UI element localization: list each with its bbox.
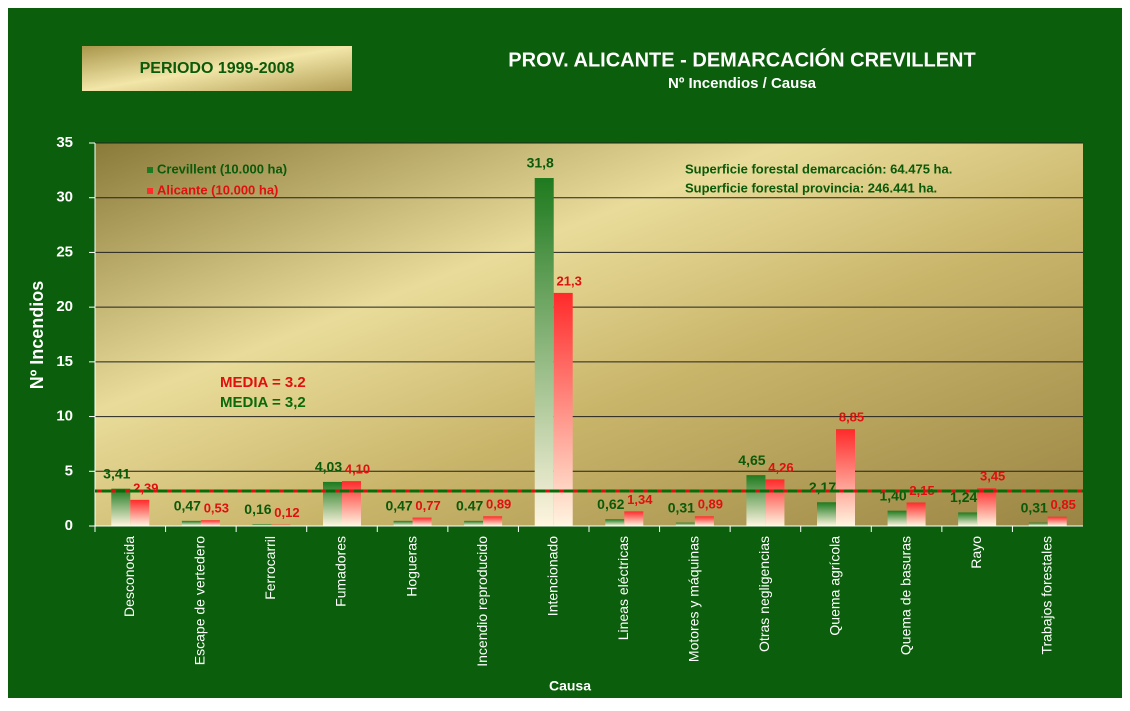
data-label: 8,85	[839, 410, 864, 425]
x-tick-label: Quema de basuras	[897, 536, 913, 655]
legend-swatch	[147, 167, 153, 173]
period-box	[82, 46, 352, 91]
y-axis-label: Nº Incendios	[27, 281, 47, 390]
data-label: 3,45	[980, 469, 1005, 484]
y-tick-label: 0	[65, 517, 73, 534]
data-label: 0,31	[1021, 499, 1048, 515]
bar	[765, 479, 785, 526]
data-label: 4,65	[738, 452, 765, 468]
bar	[694, 516, 714, 526]
mean-label: MEDIA = 3.2	[220, 374, 306, 391]
x-tick-label: Escape de vertedero	[192, 536, 208, 665]
bar	[342, 481, 361, 526]
bar	[271, 524, 291, 526]
bar	[746, 475, 766, 526]
bar	[977, 488, 997, 526]
y-tick-label: 20	[56, 298, 73, 315]
chart-title: PROV. ALICANTE - DEMARCACIÓN CREVILLENT	[508, 47, 975, 71]
bar	[181, 520, 201, 526]
bar	[130, 499, 150, 526]
period: PERIODO 1999-2008	[140, 60, 295, 77]
x-tick-label: Rayo	[968, 536, 984, 569]
bar	[200, 520, 220, 526]
bar	[111, 488, 131, 526]
data-label: 3,41	[103, 465, 130, 481]
bar	[958, 512, 978, 526]
x-tick-label: Quema agrícola	[827, 536, 843, 636]
y-tick-label: 25	[56, 243, 73, 260]
data-label: 0,89	[486, 497, 511, 512]
x-tick-label: Intencionado	[544, 536, 560, 616]
data-label: 1,34	[627, 492, 653, 507]
x-tick-label: Trabajos forestales	[1038, 536, 1054, 655]
legend-swatch	[147, 188, 153, 194]
bar	[1047, 516, 1067, 526]
y-tick-label: 30	[56, 189, 73, 206]
data-label: 0,89	[698, 497, 723, 512]
data-label: 0,16	[244, 501, 271, 517]
bar	[887, 510, 907, 526]
annotation: Superficie forestal demarcación: 64.475 …	[685, 161, 952, 176]
data-label: 0.47	[456, 498, 483, 514]
data-label: 31,8	[527, 155, 554, 171]
data-label: 2,17	[809, 479, 836, 495]
annotation: Superficie forestal provincia: 246.441 h…	[685, 180, 937, 195]
x-tick-label: Ferrocarril	[262, 536, 278, 600]
data-label: 0,85	[1051, 497, 1076, 512]
bar	[624, 511, 644, 526]
data-label: 0,31	[668, 499, 695, 515]
bar	[906, 502, 926, 526]
y-tick-label: 15	[56, 353, 73, 370]
data-label: 4,26	[768, 460, 793, 475]
data-label: 0,12	[274, 505, 299, 520]
plot-area	[95, 143, 1083, 526]
x-tick-label: Incendio reproducido	[474, 536, 490, 667]
data-label: 4,10	[345, 462, 370, 477]
data-label: 0,62	[597, 496, 624, 512]
bar	[836, 429, 855, 526]
bar	[1028, 522, 1048, 526]
x-tick-label: Desconocida	[121, 536, 137, 617]
x-tick-label: Otras negligencias	[756, 536, 772, 652]
x-tick-label: Fumadores	[333, 536, 349, 607]
bar	[323, 481, 342, 526]
y-tick-label: 35	[56, 134, 73, 151]
data-label: 21,3	[557, 273, 582, 288]
bar	[252, 524, 272, 526]
data-label: 0,47	[385, 498, 412, 514]
data-label: 0,77	[415, 498, 440, 513]
legend-label: Crevillent (10.000 ha)	[157, 161, 287, 176]
chart-subtitle: Nº Incendios / Causa	[668, 75, 817, 92]
x-axis-label: Causa	[549, 678, 591, 694]
x-tick-label: Motores y máquinas	[686, 536, 702, 662]
bar	[464, 520, 484, 526]
legend-label: Alicante (10.000 ha)	[157, 182, 278, 197]
bar	[817, 502, 836, 526]
data-label: 0,47	[174, 498, 201, 514]
data-label: 4,03	[315, 459, 342, 475]
bar	[675, 522, 695, 526]
bar	[534, 178, 554, 526]
bar	[393, 520, 413, 526]
x-tick-label: Lineas eléctricas	[615, 536, 631, 640]
data-label: 1,24	[950, 489, 977, 505]
bar	[483, 516, 503, 526]
bar	[605, 519, 625, 526]
bar	[412, 517, 432, 526]
mean-label: MEDIA = 3,2	[220, 394, 306, 411]
data-label: 2,39	[133, 480, 158, 495]
x-tick-label: Hogueras	[403, 536, 419, 597]
y-tick-label: 5	[65, 462, 73, 479]
y-tick-label: 10	[56, 408, 73, 425]
bar	[553, 292, 573, 526]
data-label: 0,53	[204, 501, 229, 516]
